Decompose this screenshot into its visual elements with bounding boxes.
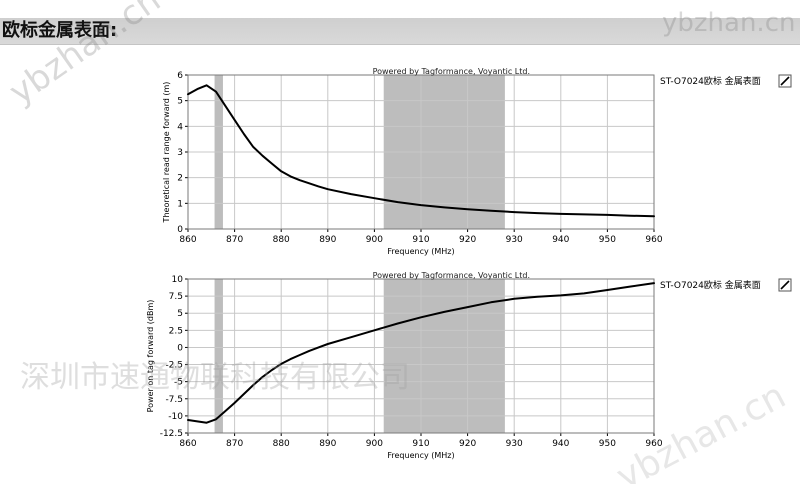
y-tick-label: 1 [177,199,183,209]
page-title: 欧标金属表面: [2,20,118,41]
series-line [187,84,655,218]
y-tick-label: -5 [174,378,183,388]
x-axis-label: Frequency (MHz) [387,451,454,460]
section-header: 欧标金属表面: [0,18,800,45]
x-tick-label: 860 [179,439,196,449]
x-tick-label: 910 [412,439,429,449]
legend-line-icon [780,76,790,86]
x-tick-label: 890 [319,439,336,449]
y-tick-label: -7.5 [165,395,183,405]
plot-border [187,278,655,434]
frequency-band [214,279,223,433]
legend-label: ST-O7024欧标 金属表面 [660,279,761,291]
x-tick-label: 860 [179,235,196,245]
y-tick-label: -2.5 [165,361,183,371]
y-tick-label: 2.5 [169,326,183,336]
legend-label: ST-O7024欧标 金属表面 [660,75,761,87]
x-tick-label: 960 [645,439,662,449]
y-tick-label: 4 [177,122,183,132]
x-tick-label: 880 [273,439,290,449]
x-tick-label: 920 [459,439,476,449]
y-tick-label: 3 [177,148,183,158]
plot-border [187,74,655,230]
x-tick-label: 900 [366,439,383,449]
y-tick-label: 10 [172,275,184,285]
x-axis-label: Frequency (MHz) [387,247,454,256]
read-range-chart: 860 870 880 890 900 910 920 930 940 950 960 0 1 2 3 4 5 6… [162,67,792,256]
y-tick-label: 6 [177,71,183,81]
y-tick-label: 7.5 [169,292,183,302]
x-tick-label: 960 [645,235,662,245]
y-tick-label: 0 [177,343,183,353]
legend-line-icon [780,280,790,290]
x-tick-label: 870 [226,439,243,449]
chart-title: Powered by Tagformance, Voyantic Ltd. [373,67,530,76]
x-tick-label: 880 [273,235,290,245]
chart-title: Powered by Tagformance, Voyantic Ltd. [373,271,530,280]
x-tick-label: 930 [506,439,523,449]
frequency-band [383,279,505,433]
x-tick-label: 900 [366,235,383,245]
y-tick-label: 5 [177,309,183,319]
x-tick-label: 870 [226,235,243,245]
x-tick-label: 910 [412,235,429,245]
y-tick-label: 0 [177,225,183,235]
y-axis-label: Theoretical read range forward (m) [162,82,171,224]
x-tick-label: 920 [459,235,476,245]
x-tick-label: 930 [506,235,523,245]
y-axis-label: Power on tag forward (dBm) [146,300,155,413]
x-tick-label: 940 [552,235,569,245]
y-tick-label: 5 [177,97,183,107]
power-on-tag-chart: 860 870 880 890 900 910 920 930 940 950 960 10 7.5 5 2… [146,271,792,460]
x-tick-label: 940 [552,439,569,449]
y-tick-label: -12.5 [160,429,183,439]
x-tick-label: 890 [319,235,336,245]
x-tick-label: 950 [599,235,616,245]
series-line [187,282,655,424]
y-tick-label: -10 [168,412,183,422]
x-tick-label: 950 [599,439,616,449]
y-tick-label: 2 [177,174,183,184]
